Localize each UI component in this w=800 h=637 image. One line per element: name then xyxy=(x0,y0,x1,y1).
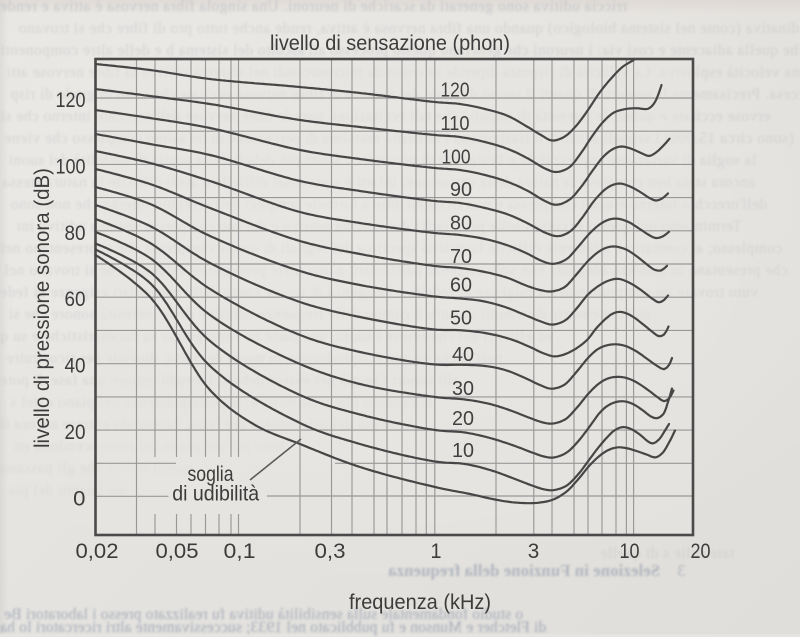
svg-text:soglia: soglia xyxy=(188,463,234,486)
svg-text:80: 80 xyxy=(65,222,86,245)
svg-text:60: 60 xyxy=(450,275,472,297)
svg-text:80: 80 xyxy=(450,212,472,234)
svg-text:20: 20 xyxy=(691,540,711,563)
svg-text:60: 60 xyxy=(65,288,86,311)
svg-text:0: 0 xyxy=(73,487,85,510)
svg-text:90: 90 xyxy=(450,179,472,201)
svg-text:20: 20 xyxy=(452,408,474,430)
svg-text:20: 20 xyxy=(65,421,86,444)
svg-text:10: 10 xyxy=(620,540,640,563)
svg-text:0,1: 0,1 xyxy=(224,540,256,563)
svg-text:120: 120 xyxy=(441,80,470,102)
svg-text:livello di pressione sonora (d: livello di pressione sonora (dB) xyxy=(31,168,54,448)
svg-text:1: 1 xyxy=(431,540,442,563)
svg-text:50: 50 xyxy=(450,308,472,330)
svg-text:30: 30 xyxy=(452,378,474,400)
svg-text:livello di sensazione (phon): livello di sensazione (phon) xyxy=(270,32,510,55)
svg-text:100: 100 xyxy=(56,155,86,178)
svg-text:40: 40 xyxy=(65,355,86,378)
svg-text:120: 120 xyxy=(56,89,86,112)
svg-text:70: 70 xyxy=(450,246,472,268)
svg-text:40: 40 xyxy=(452,344,474,366)
svg-text:0,02: 0,02 xyxy=(76,540,119,563)
svg-text:0,05: 0,05 xyxy=(156,540,199,563)
svg-text:100: 100 xyxy=(442,146,471,168)
svg-text:0,3: 0,3 xyxy=(315,540,346,563)
svg-text:di udibilità: di udibilità xyxy=(172,483,259,506)
svg-text:3: 3 xyxy=(528,540,540,563)
svg-text:frequenza (kHz): frequenza (kHz) xyxy=(349,591,491,614)
svg-text:110: 110 xyxy=(441,113,470,135)
svg-text:10: 10 xyxy=(452,440,474,462)
